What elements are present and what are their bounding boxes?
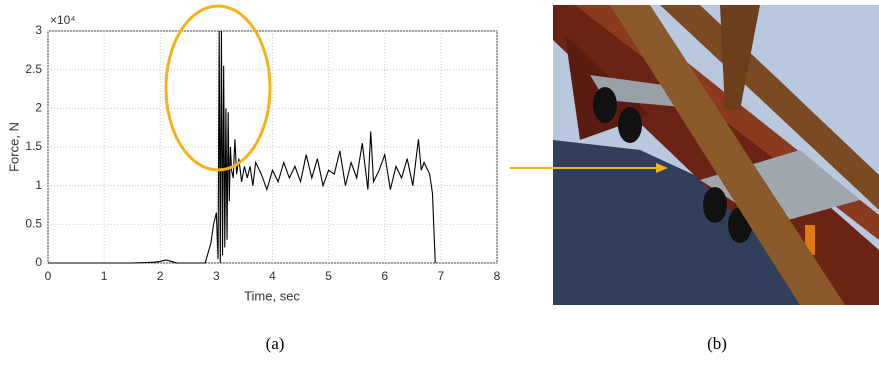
x-tick-label: 4 <box>269 269 276 283</box>
y-tick-label: 0 <box>35 255 42 269</box>
y-tick-label: 0.5 <box>25 217 42 231</box>
x-tick-label: 8 <box>494 269 501 283</box>
caption: (a) <box>266 334 285 353</box>
y-tick-label: 2.5 <box>25 62 42 76</box>
x-tick-label: 3 <box>213 269 220 283</box>
x-tick-label: 2 <box>157 269 164 283</box>
x-tick-label: 5 <box>325 269 332 283</box>
x-tick-label: 1 <box>101 269 108 283</box>
caption: (b) <box>707 334 727 353</box>
y-tick-label: 3 <box>35 23 42 37</box>
y-tick-label: 1.5 <box>25 139 42 153</box>
x-tick-label: 6 <box>381 269 388 283</box>
y-axis-label: Force, N <box>6 122 21 172</box>
wheel <box>593 87 617 123</box>
wheel <box>703 187 727 223</box>
wheel <box>618 107 642 143</box>
render-image <box>553 5 879 305</box>
x-tick-label: 0 <box>45 269 52 283</box>
y-tick-label: 2 <box>35 101 42 115</box>
y-tick-label: 1 <box>35 178 42 192</box>
figure: (a) (b) Time, sec Force, N ×10⁴ 0 0.5 1 1.5… <box>0 0 879 362</box>
x-axis-label: Time, sec <box>244 288 300 303</box>
y-multiplier: ×10⁴ <box>50 13 76 27</box>
x-tick-label: 7 <box>438 269 445 283</box>
